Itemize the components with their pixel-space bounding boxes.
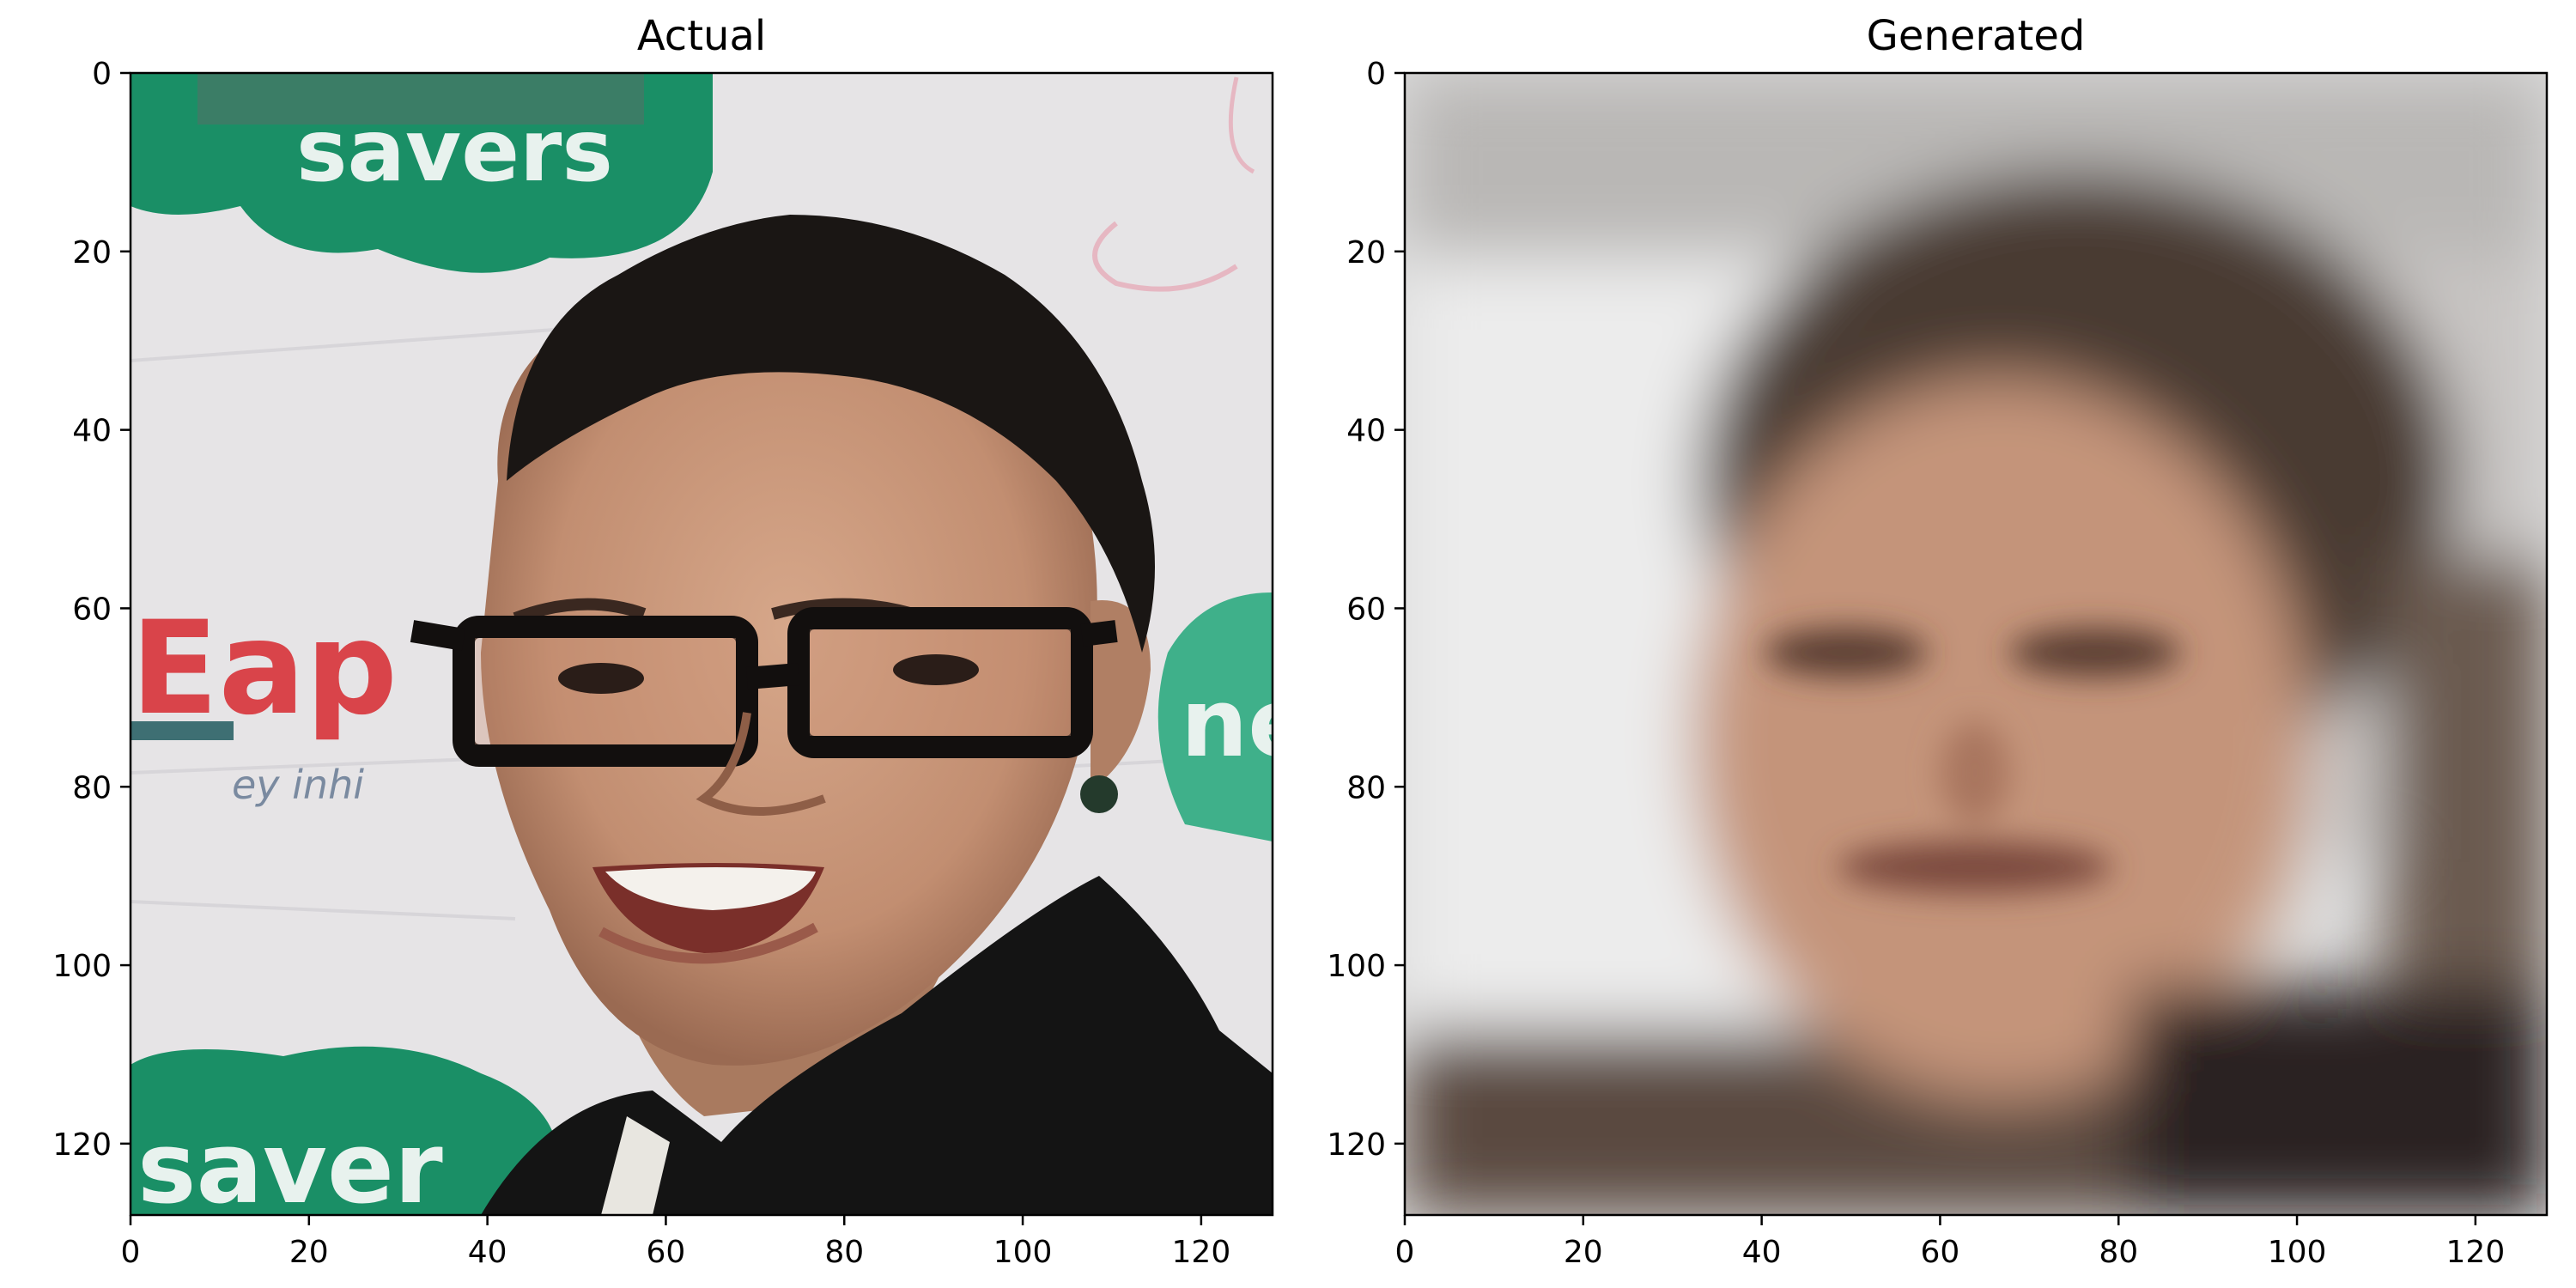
y-tick-label: 20 <box>1346 235 1386 270</box>
backdrop-text-right: ne <box>1181 668 1312 778</box>
y-tick-label: 0 <box>1366 57 1386 92</box>
actual-axes-frame <box>129 71 1274 1217</box>
y-tick-label: 100 <box>52 949 112 984</box>
backdrop-text-left: Eap <box>131 594 398 744</box>
generated-axis-ticks: 0 20 40 60 80 100 120 0 20 40 60 80 100 120 <box>1327 57 2505 1270</box>
x-tick-label: 40 <box>468 1235 507 1270</box>
y-tick-label: 40 <box>1346 414 1386 449</box>
generated-image <box>1405 73 2547 1215</box>
panel-title-generated: Generated <box>1866 12 2086 60</box>
y-tick-label: 60 <box>1346 592 1386 627</box>
x-tick-label: 0 <box>121 1235 141 1270</box>
y-tick-label: 120 <box>1327 1127 1386 1163</box>
x-tick-label: 100 <box>993 1235 1053 1270</box>
person <box>410 215 1273 1215</box>
y-tick-label: 20 <box>72 235 112 270</box>
backdrop-text-small: ey inhi <box>232 762 364 808</box>
x-tick-label: 80 <box>2099 1235 2138 1270</box>
y-tick-label: 120 <box>52 1127 112 1163</box>
x-tick-label: 120 <box>1172 1235 1231 1270</box>
panel-title-actual: Actual <box>636 12 767 60</box>
x-tick-label: 20 <box>1564 1235 1603 1270</box>
generated-axes-frame <box>1403 71 2549 1217</box>
y-tick-label: 80 <box>72 770 112 805</box>
y-tick-label: 60 <box>72 592 112 627</box>
x-tick-label: 20 <box>289 1235 329 1270</box>
y-tick-label: 80 <box>1346 770 1386 805</box>
backdrop-text-bottom: saver <box>137 1111 443 1226</box>
backdrop-text-top: savers <box>296 100 613 201</box>
actual-axis-ticks: 0 20 40 60 80 100 120 0 20 40 60 80 100 120 <box>52 57 1230 1270</box>
x-tick-label: 60 <box>1921 1235 1960 1270</box>
x-tick-label: 60 <box>647 1235 686 1270</box>
y-tick-label: 0 <box>92 57 112 92</box>
x-tick-label: 100 <box>2268 1235 2327 1270</box>
x-tick-label: 40 <box>1742 1235 1782 1270</box>
y-tick-label: 100 <box>1327 949 1386 984</box>
y-tick-label: 40 <box>72 414 112 449</box>
x-tick-label: 0 <box>1395 1235 1415 1270</box>
x-tick-label: 80 <box>824 1235 864 1270</box>
actual-image: savers Eap ey inhi ne saver <box>131 73 1312 1226</box>
x-tick-label: 120 <box>2446 1235 2506 1270</box>
